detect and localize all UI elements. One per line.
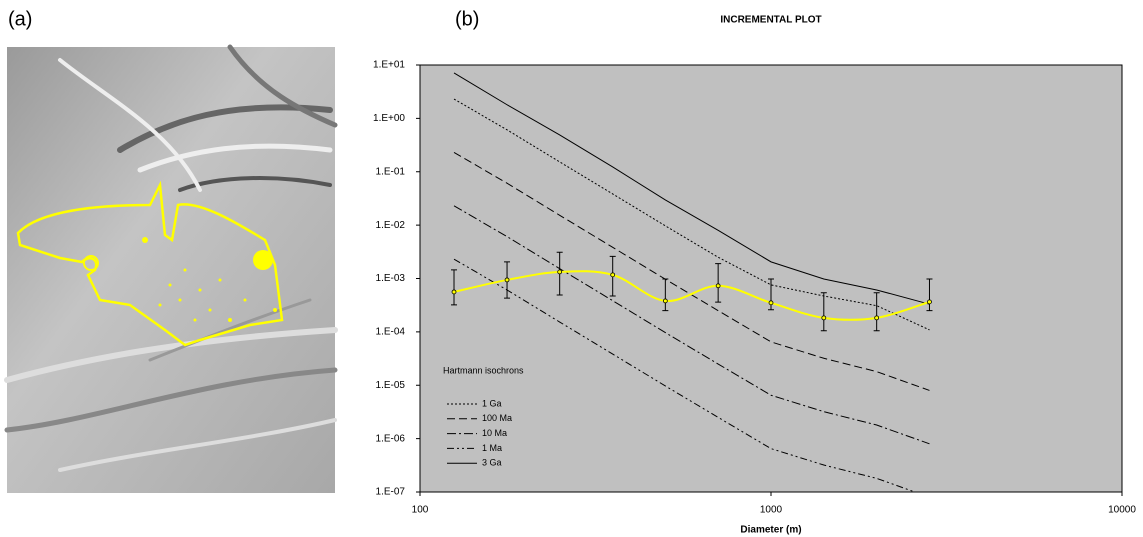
terrain-image	[7, 47, 335, 493]
y-tick-label: 1.E-03	[376, 273, 406, 284]
legend-label: 3 Ga	[482, 458, 502, 468]
legend-label: 100 Ma	[482, 413, 512, 423]
y-tick-label: 1.E+00	[373, 113, 405, 124]
data-point	[875, 316, 879, 320]
y-tick-label: 1.E-07	[376, 487, 406, 498]
data-point	[505, 278, 509, 282]
y-tick-label: 1.E-01	[376, 166, 406, 177]
data-point	[452, 290, 456, 294]
y-tick-label: 1.E+01	[373, 60, 405, 71]
x-tick-label: 10000	[1108, 505, 1136, 516]
legend-label: 10 Ma	[482, 428, 507, 438]
data-point	[769, 301, 773, 305]
legend-title: Hartmann isochrons	[443, 365, 524, 375]
chart-title: INCREMENTAL PLOT	[720, 15, 821, 26]
x-axis-label: Diameter (m)	[740, 525, 801, 536]
y-tick-label: 1.E-05	[376, 380, 406, 391]
panel-label: (b)	[455, 8, 479, 30]
data-point	[822, 316, 826, 320]
figure: (a) (b) INCREMENTAL PLOT Diameter (m) Ha…	[0, 0, 1143, 537]
data-point	[558, 270, 562, 274]
data-point	[663, 299, 667, 303]
data-point	[716, 284, 720, 288]
data-point	[927, 300, 931, 304]
data-point	[611, 273, 615, 277]
x-tick-label: 100	[412, 505, 429, 516]
legend-label: 1 Ga	[482, 398, 502, 408]
y-tick-label: 1.E-02	[376, 220, 406, 231]
x-tick-label: 1000	[760, 505, 783, 516]
y-tick-label: 1.E-04	[376, 327, 406, 338]
y-tick-label: 1.E-06	[376, 433, 406, 444]
legend-label: 1 Ma	[482, 443, 502, 453]
panel-label: (a)	[8, 8, 32, 30]
page: (a) (b) INCREMENTAL PLOT Diameter (m) Ha…	[0, 0, 1143, 537]
